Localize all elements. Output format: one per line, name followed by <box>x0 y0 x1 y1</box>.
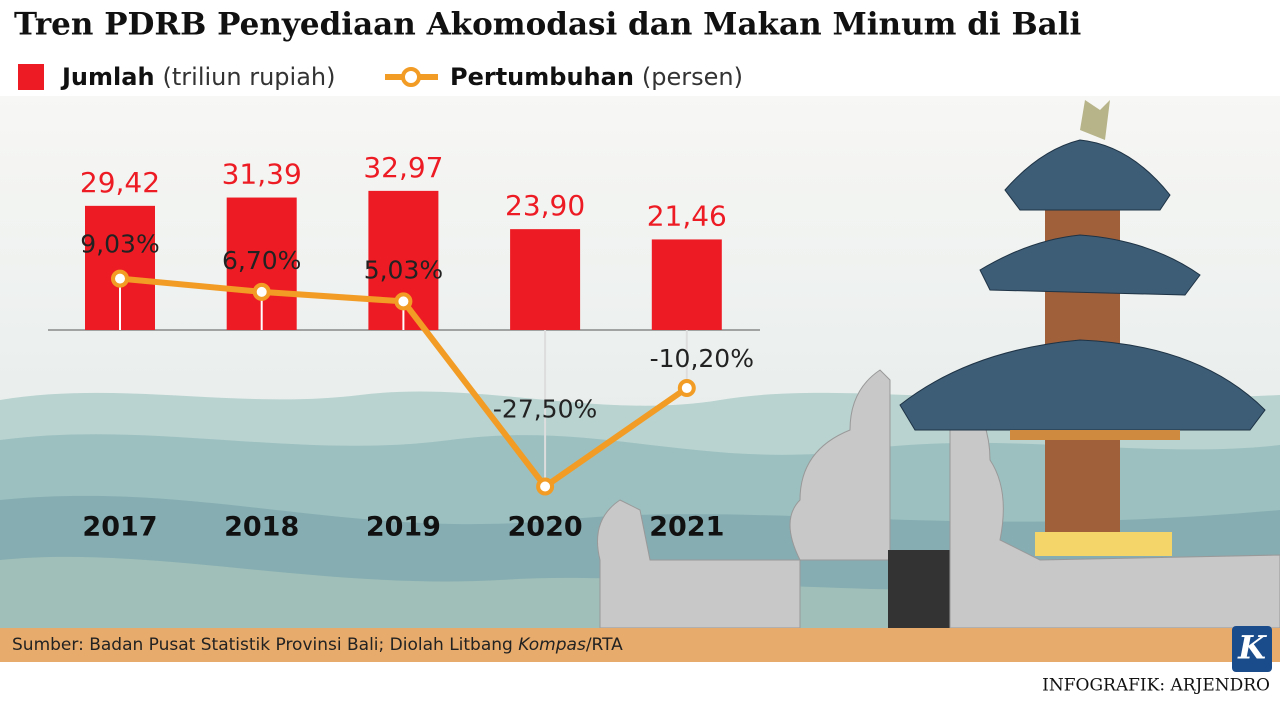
legend-name: Jumlah <box>60 63 155 91</box>
growth-point <box>680 381 694 395</box>
bar-value-label: 31,39 <box>222 158 302 191</box>
bar <box>510 229 580 330</box>
line-value-label: 9,03% <box>80 230 159 259</box>
line-value-label: -10,20% <box>650 344 754 373</box>
line-value-label: 6,70% <box>222 246 301 275</box>
x-tick-label: 2020 <box>508 512 583 543</box>
legend-swatch-bar <box>18 64 44 90</box>
x-tick-label: 2019 <box>366 512 441 543</box>
bar-value-label: 21,46 <box>647 199 727 232</box>
source-suffix: /RTA <box>586 635 623 655</box>
source-italic: Kompas <box>518 635 586 655</box>
bar-value-label: 23,90 <box>505 189 585 222</box>
x-tick-label: 2017 <box>82 512 157 543</box>
x-tick-label: 2018 <box>224 512 299 543</box>
legend-swatch-marker <box>403 69 419 85</box>
x-tick-label: 2021 <box>649 512 724 543</box>
legend-unit: (persen) <box>642 63 743 91</box>
roof-band <box>1010 430 1180 440</box>
gate-door <box>888 550 953 628</box>
temple-base <box>1035 532 1172 556</box>
bar <box>652 239 722 330</box>
growth-point <box>396 294 410 308</box>
credit: INFOGRAFIK: ARJENDRO <box>1042 676 1270 696</box>
source-prefix: Sumber: Badan Pusat Statistik Provinsi B… <box>12 635 518 655</box>
bar-value-label: 29,42 <box>80 166 160 199</box>
legend-entry: Jumlah (triliun rupiah) <box>60 63 336 91</box>
line-value-label: -27,50% <box>493 394 597 423</box>
legend-name: Pertumbuhan <box>450 63 634 91</box>
growth-point <box>113 272 127 286</box>
growth-point <box>255 285 269 299</box>
logo: K <box>1237 629 1267 667</box>
source: Sumber: Badan Pusat Statistik Provinsi B… <box>12 635 623 655</box>
legend-entry: Pertumbuhan (persen) <box>450 63 743 91</box>
growth-point <box>538 479 552 493</box>
line-value-label: 5,03% <box>364 255 443 284</box>
legend-unit: (triliun rupiah) <box>163 63 336 91</box>
bar-value-label: 32,97 <box>363 151 443 184</box>
chart-title: Tren PDRB Penyediaan Akomodasi dan Makan… <box>14 7 1081 43</box>
